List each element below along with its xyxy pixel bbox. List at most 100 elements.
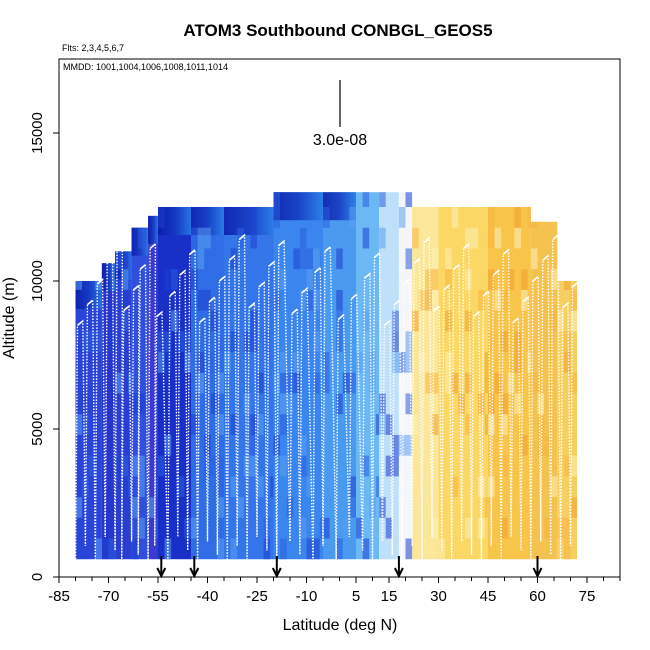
curtain-cell — [405, 434, 413, 456]
curtain-cell — [82, 414, 89, 435]
curtain-cell — [464, 414, 472, 435]
curtain-cell — [286, 393, 294, 415]
curtain-cell — [349, 207, 356, 228]
curtain-cell — [438, 538, 446, 560]
curtain-cell — [197, 352, 205, 373]
curtain-column — [158, 207, 191, 560]
curtain-cell — [458, 393, 465, 415]
curtain-cell — [164, 434, 172, 456]
curtain-cell — [250, 331, 257, 353]
curtain-cell — [121, 251, 129, 270]
curtain-cell — [349, 372, 356, 394]
curtain-cell — [217, 476, 224, 498]
curtain-cell — [557, 310, 564, 332]
flight-track-level-leg — [552, 234, 559, 241]
curtain-cell — [550, 269, 558, 290]
flight-track-level-leg — [258, 281, 265, 288]
curtain-cell — [313, 289, 320, 311]
curtain-cell — [336, 538, 343, 560]
curtain-cell — [570, 372, 578, 394]
curtain-cell — [385, 455, 393, 477]
curtain-cell — [210, 455, 218, 477]
x-axis: -85 -70 -55 -40 -25 -10 5 15 30 45 60 75 — [48, 577, 621, 605]
curtain-cell — [319, 517, 323, 539]
curtain-cell — [204, 227, 211, 249]
x-tick-label: -25 — [246, 588, 268, 605]
curtain-cell — [164, 352, 172, 373]
flight-track-level-leg — [364, 272, 371, 279]
x-tick-label: -70 — [98, 588, 120, 605]
curtain-cell — [138, 393, 145, 415]
curtain-cell — [263, 331, 271, 353]
curtain-cell — [544, 517, 551, 539]
curtain-cell — [210, 352, 218, 373]
flight-track-level-leg — [337, 314, 344, 321]
curtain-cell — [131, 455, 139, 477]
curtain-cell — [273, 192, 281, 207]
x-tick-label: -10 — [296, 588, 318, 605]
curtain-cell — [299, 517, 307, 539]
curtain-cell — [230, 476, 238, 498]
curtain-cell — [550, 476, 558, 498]
curtain-cell — [425, 289, 432, 311]
curtain-cell — [336, 331, 343, 353]
flight-track-level-leg — [218, 275, 226, 282]
curtain-cell — [306, 476, 314, 498]
curtain-cell — [488, 227, 495, 249]
curtain-cell — [412, 310, 419, 332]
curtain-cell — [514, 393, 521, 415]
curtain-cell — [451, 476, 459, 498]
curtain-cell — [306, 289, 314, 311]
curtain-cell — [464, 517, 472, 539]
curtain-cell — [250, 455, 257, 477]
curtain-cell — [250, 207, 257, 228]
curtain-cell — [204, 289, 211, 311]
curtain-cell — [148, 497, 155, 518]
curtain-cell — [379, 393, 386, 415]
curtain-cell — [398, 352, 406, 373]
curtain-cell — [431, 289, 439, 311]
flight-track-level-leg — [571, 281, 579, 288]
curtain-cell — [398, 207, 406, 228]
curtain-cell — [88, 331, 96, 353]
curtain-cell — [431, 414, 439, 435]
curtain-cell — [115, 455, 122, 477]
curtain-cell — [158, 352, 165, 373]
curtain-cell — [313, 331, 320, 353]
flight-track-level-leg — [189, 249, 196, 255]
curtain-cell — [293, 352, 300, 373]
curtain-cell — [405, 538, 413, 560]
sonde-arrow — [271, 556, 282, 579]
curtain-cell — [530, 221, 538, 228]
curtain-cell — [121, 455, 129, 477]
curtain-cell — [306, 248, 314, 270]
curtain-cell — [101, 538, 109, 560]
curtain-cell — [197, 227, 205, 249]
flight-track-level-leg — [268, 261, 275, 267]
curtain-cell — [418, 289, 426, 311]
curtain-cell — [121, 310, 129, 332]
curtain-cell — [299, 455, 307, 477]
curtain-cell — [237, 497, 244, 518]
flight-track-level-leg — [291, 308, 298, 315]
curtain-cell — [191, 414, 198, 435]
curtain-cell — [431, 248, 439, 270]
curtain-cell — [210, 310, 218, 332]
flights-note: Flts: 2,3,4,5,6,7 — [62, 43, 124, 53]
flight-track-level-leg — [199, 317, 206, 324]
flight-track-level-leg — [169, 290, 176, 297]
y-tick-label: 15000 — [29, 112, 46, 154]
curtain-cell — [154, 393, 158, 415]
y-axis-label: Altitude (m) — [1, 277, 18, 359]
flight-track-level-leg — [76, 320, 84, 327]
curtain-cell — [270, 476, 274, 498]
curtain-cell — [563, 538, 571, 560]
curtain-cell — [356, 352, 363, 373]
curtain-cell — [563, 281, 571, 290]
curtain-cell — [75, 414, 83, 435]
curtain-cell — [280, 393, 287, 415]
flight-track-level-leg — [383, 320, 391, 327]
curtain-cell — [108, 538, 116, 560]
curtain-cell — [405, 331, 413, 353]
x-tick-label: -40 — [197, 588, 219, 605]
